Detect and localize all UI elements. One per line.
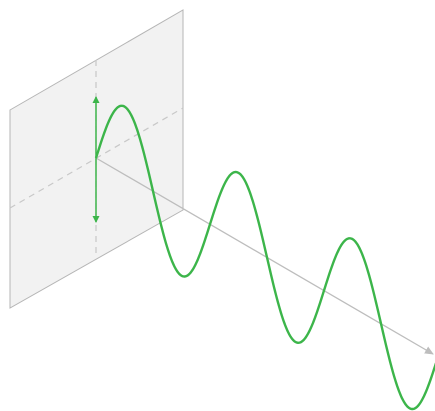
wave [94, 104, 435, 411]
propagation-axis [95, 157, 434, 355]
